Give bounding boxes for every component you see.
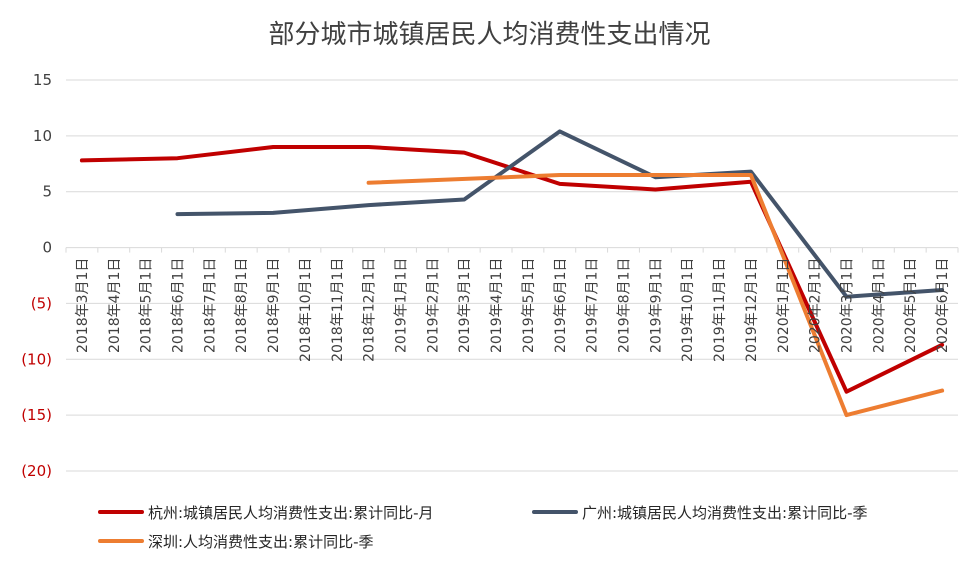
x-tick-label: 2018年6月1日 bbox=[171, 258, 187, 353]
x-tick-label: 2019年5月1日 bbox=[521, 258, 537, 353]
x-tick-label: 2019年1月1日 bbox=[394, 258, 410, 353]
x-tick-label: 2018年10月1日 bbox=[298, 258, 314, 362]
series-line-2 bbox=[175, 129, 945, 299]
x-tick-label: 2018年8月1日 bbox=[234, 258, 250, 353]
x-tick-label: 2020年5月1日 bbox=[903, 258, 919, 353]
legend: 杭州:城镇居民人均消费性支出:累计同比-月 广州:城镇居民人均消费性支出:累计同比… bbox=[98, 504, 868, 551]
x-tick-label: 2020年3月1日 bbox=[840, 258, 856, 353]
x-tick-label: 2018年3月1日 bbox=[75, 258, 91, 353]
y-tick-label: 5 bbox=[42, 183, 52, 201]
x-tick-label: 2018年9月1日 bbox=[266, 258, 282, 353]
y-tick-label: (10) bbox=[21, 350, 52, 368]
x-tick-label: 2018年5月1日 bbox=[139, 258, 155, 353]
x-tick-label: 2019年3月1日 bbox=[457, 258, 473, 353]
x-tick-label: 2019年6月1日 bbox=[553, 258, 569, 353]
x-tick-label: 2018年11月1日 bbox=[330, 258, 346, 362]
x-tick-label: 2019年2月1日 bbox=[425, 258, 441, 353]
legend-label: 广州:城镇居民人均消费性支出:累计同比-季 bbox=[582, 504, 868, 522]
x-tick-label: 2019年12月1日 bbox=[744, 258, 760, 362]
y-tick-label: 15 bbox=[33, 71, 52, 89]
y-tick-label: (5) bbox=[31, 294, 52, 312]
series-line-1 bbox=[79, 145, 945, 394]
x-tick-label: 2019年8月1日 bbox=[617, 258, 633, 353]
x-tick-label: 2019年11月1日 bbox=[712, 258, 728, 362]
x-tick-label: 2020年6月1日 bbox=[935, 258, 951, 353]
series-line-3 bbox=[366, 173, 945, 418]
legend-label: 深圳:人均消费性支出:累计同比-季 bbox=[148, 533, 374, 551]
x-tick-label: 2019年9月1日 bbox=[648, 258, 664, 353]
chart-title: 部分城市城镇居民人均消费性支出情况 bbox=[268, 20, 711, 50]
y-tick-label: 0 bbox=[42, 239, 52, 257]
x-tick-label: 2018年4月1日 bbox=[107, 258, 123, 353]
x-tick-label: 2019年10月1日 bbox=[680, 258, 696, 362]
y-axis-labels: 15 10 5 0 (5) (10) (15) (20) bbox=[21, 71, 52, 480]
x-tick-label: 2019年7月1日 bbox=[585, 258, 601, 353]
x-tick-label: 2018年12月1日 bbox=[362, 258, 378, 362]
x-tick-label: 2020年1月1日 bbox=[776, 258, 792, 353]
x-tick-label: 2018年7月1日 bbox=[202, 258, 218, 353]
legend-label: 杭州:城镇居民人均消费性支出:累计同比-月 bbox=[148, 504, 434, 522]
x-tick-label: 2019年4月1日 bbox=[489, 258, 505, 353]
x-tick-label: 2020年4月1日 bbox=[871, 258, 887, 353]
x-axis-labels: 2018年3月1日 2018年4月1日 2018年5月1日 2018年6月1日 2018… bbox=[75, 258, 951, 362]
y-tick-label: (20) bbox=[21, 462, 52, 480]
x-tick-label: 2020年2月1日 bbox=[808, 258, 824, 353]
grid-layer bbox=[65, 79, 959, 472]
y-tick-label: (15) bbox=[21, 406, 52, 424]
y-tick-label: 10 bbox=[33, 127, 52, 145]
series-lines bbox=[79, 129, 945, 418]
